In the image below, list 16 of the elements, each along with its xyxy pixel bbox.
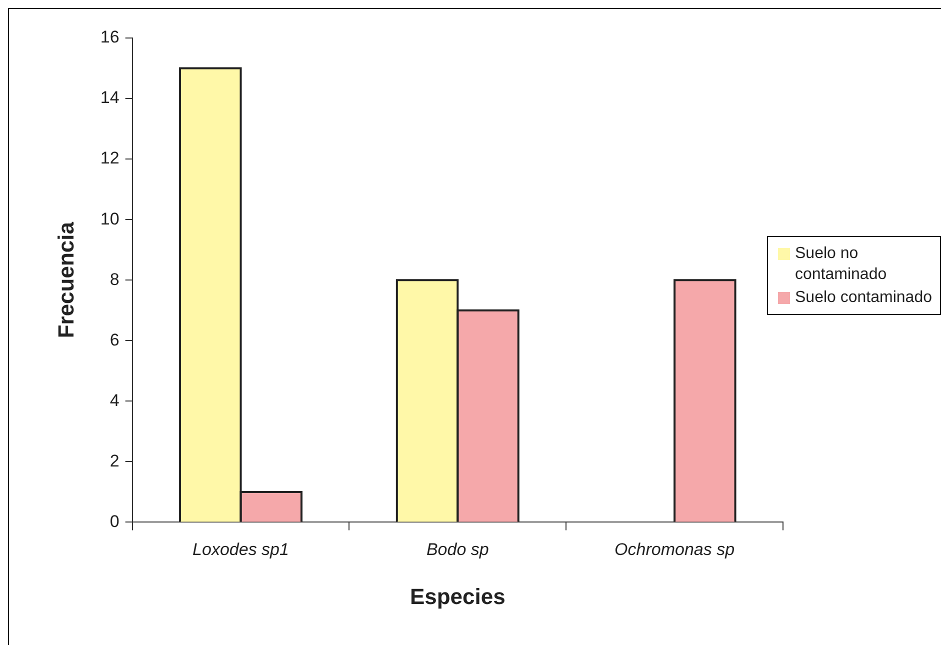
y-tick-label: 2 [110, 451, 120, 470]
x-axis-title: Especies [410, 584, 506, 609]
y-tick-label: 10 [100, 209, 120, 228]
x-tick-label: Loxodes sp1 [192, 540, 289, 560]
y-tick-label: 12 [100, 148, 120, 168]
legend-label: Suelo no contaminado [795, 244, 888, 285]
y-tick-label: 14 [100, 88, 120, 108]
y-tick-label: 16 [100, 28, 120, 47]
y-tick-label: 6 [110, 330, 120, 350]
y-tick-label: 8 [110, 270, 120, 289]
y-tick-label: 0 [110, 512, 120, 531]
y-axis-title: Frecuencia [53, 221, 78, 338]
x-tick-label: Ochromonas sp [614, 540, 735, 560]
y-tick-label: 4 [110, 390, 120, 410]
x-tick-label: Bodo sp [426, 540, 489, 560]
legend-label: Suelo contaminado [795, 288, 932, 308]
